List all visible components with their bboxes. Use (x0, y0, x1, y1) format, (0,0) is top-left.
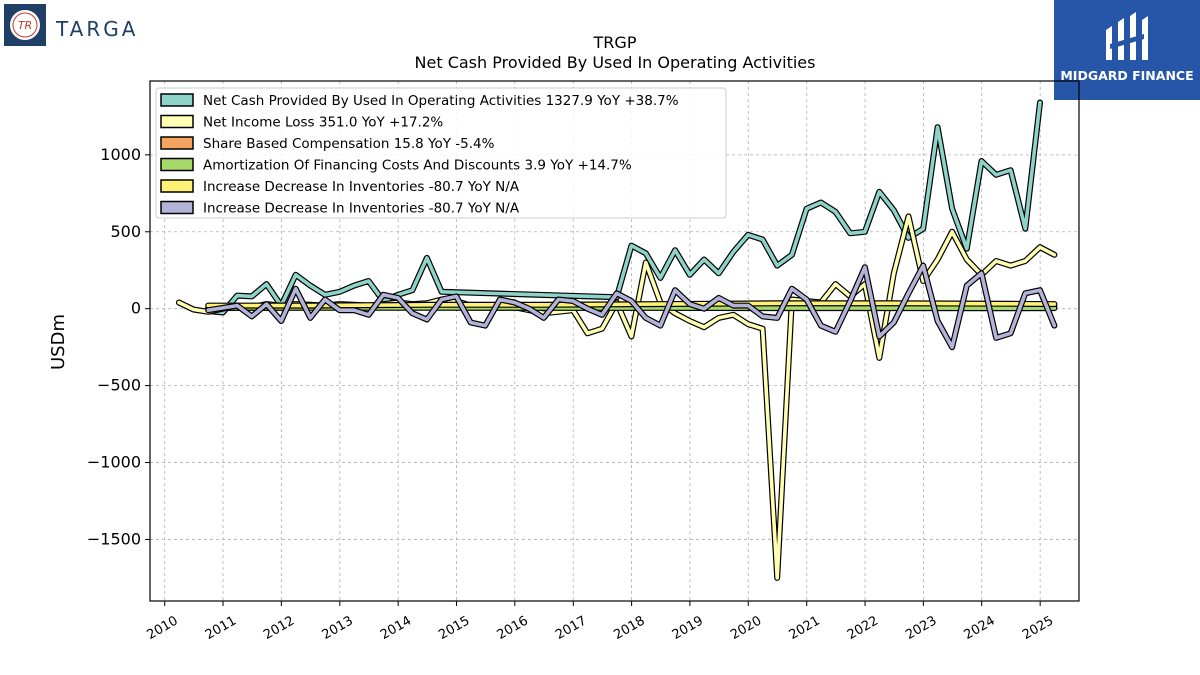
targa-logo: TR TARGA (4, 4, 194, 48)
x-tick-label: 2025 (1020, 613, 1056, 643)
legend-swatch (160, 179, 194, 193)
x-tick-label: 2019 (670, 613, 706, 643)
legend-entry-label: Amortization Of Financing Costs And Disc… (203, 158, 632, 174)
x-tick-label: 2024 (962, 613, 998, 643)
x-tick-label: 2013 (320, 613, 356, 643)
legend-box (155, 87, 727, 219)
x-tick-label: 2018 (611, 613, 647, 643)
legend-swatch (160, 200, 194, 215)
y-tick-label: −500 (97, 376, 141, 395)
x-tick-label: 2017 (553, 613, 589, 643)
series-line (206, 263, 1057, 350)
x-tick-label: 2023 (903, 613, 939, 643)
targa-emblem-icon: TR (4, 4, 46, 46)
x-tick-label: 2011 (203, 613, 239, 643)
y-tick-label: −1500 (87, 529, 141, 548)
series-line (206, 301, 1057, 308)
legend-swatch (160, 136, 194, 150)
x-tick-label: 2021 (787, 613, 823, 643)
x-tick-label: 2010 (145, 613, 181, 643)
legend-entry-label: Increase Decrease In Inventories -80.7 Y… (203, 201, 520, 217)
midgard-finance-logo: MIDGARD FINANCE (1054, 0, 1200, 100)
targa-emblem-letters: TR (18, 19, 32, 32)
y-tick-label: 500 (110, 222, 141, 241)
legend-swatch (160, 114, 194, 129)
x-tick-label: 2022 (845, 613, 881, 643)
x-tick-label: 2016 (495, 613, 531, 643)
x-tick-label: 2014 (378, 613, 414, 643)
chart-title: TRGP (593, 33, 637, 52)
x-axis-ticks: 2010 2011 2012 2013 2014 2015 2016 2017 2018 2019… (145, 601, 1056, 643)
series-lines (175, 99, 1058, 581)
series-line (206, 100, 1042, 315)
x-tick-label: 2012 (261, 613, 297, 643)
targa-brand-name: TARGA (56, 17, 139, 41)
y-axis-ticks: 1000 500 0 −500 −1000 −1500 (87, 145, 150, 548)
legend-entry-label: Share Based Compensation 15.8 YoY -5.4% (203, 136, 495, 152)
x-tick-label: 2020 (728, 613, 764, 643)
y-tick-label: 0 (131, 299, 141, 318)
midgard-emblem-icon (1106, 12, 1148, 60)
legend-swatch (160, 157, 194, 172)
x-tick-label: 2015 (436, 613, 472, 643)
chart-subtitle: Net Cash Provided By Used In Operating A… (415, 53, 816, 72)
legend-entry-label: Net Income Loss 351.0 YoY +17.2% (203, 115, 443, 131)
legend-entry-label: Increase Decrease In Inventories -80.7 Y… (203, 179, 520, 195)
legend-entry-label: Net Cash Provided By Used In Operating A… (203, 93, 679, 109)
legend: Net Cash Provided By Used In Operating A… (155, 87, 727, 219)
y-tick-label: 1000 (100, 145, 141, 164)
plot-area-frame (149, 80, 1080, 602)
midgard-brand-name: MIDGARD FINANCE (1060, 68, 1194, 83)
y-axis-label: USDm (48, 314, 69, 370)
legend-swatch (160, 93, 194, 107)
y-tick-label: −1000 (87, 453, 141, 472)
